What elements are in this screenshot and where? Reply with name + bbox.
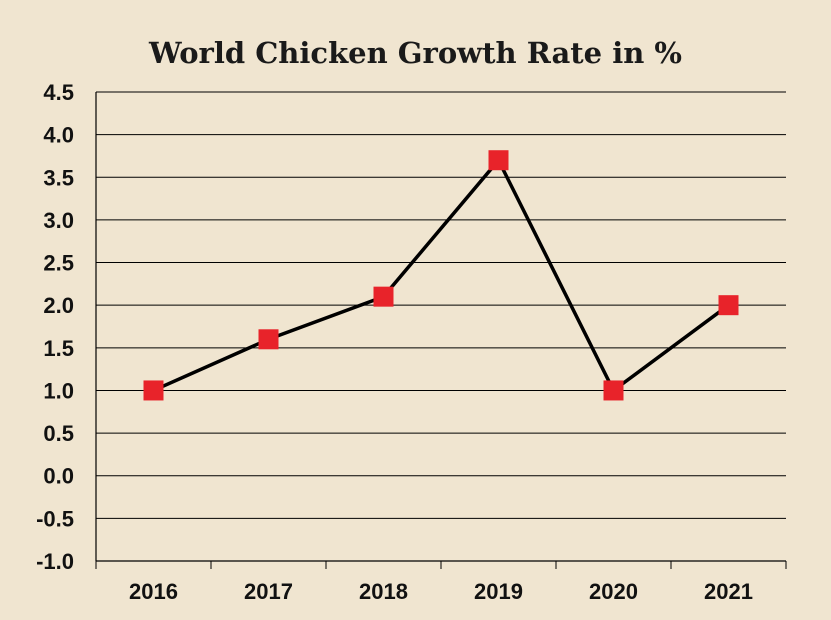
- y-tick-label: 4.0: [43, 123, 74, 148]
- x-tick-label: 2021: [704, 579, 753, 604]
- y-tick-label: 2.5: [43, 251, 74, 276]
- y-tick-label: 3.0: [43, 208, 74, 233]
- data-point: [143, 380, 164, 401]
- x-tick-label: 2018: [359, 579, 408, 604]
- y-tick-label: 1.5: [43, 336, 74, 361]
- y-tick-label: 2.0: [43, 293, 74, 318]
- x-tick-label: 2016: [129, 579, 178, 604]
- data-point: [488, 150, 509, 171]
- y-tick-label: 4.5: [43, 80, 74, 105]
- x-tick-label: 2017: [244, 579, 293, 604]
- data-point: [373, 286, 394, 307]
- x-tick-label: 2020: [589, 579, 638, 604]
- y-tick-label: -0.5: [36, 506, 74, 531]
- data-point: [258, 329, 279, 350]
- series-line: [152, 157, 730, 394]
- data-point: [718, 295, 739, 316]
- chart-title: World Chicken Growth Rate in %: [149, 36, 682, 70]
- data-point: [603, 380, 624, 401]
- y-tick-label: 0.0: [43, 464, 74, 489]
- y-tick-label: 1.0: [43, 378, 74, 403]
- y-tick-label: 0.5: [43, 421, 74, 446]
- y-tick-label: 3.5: [43, 165, 74, 190]
- x-tick-label: 2019: [474, 579, 523, 604]
- y-tick-label: -1.0: [36, 549, 74, 574]
